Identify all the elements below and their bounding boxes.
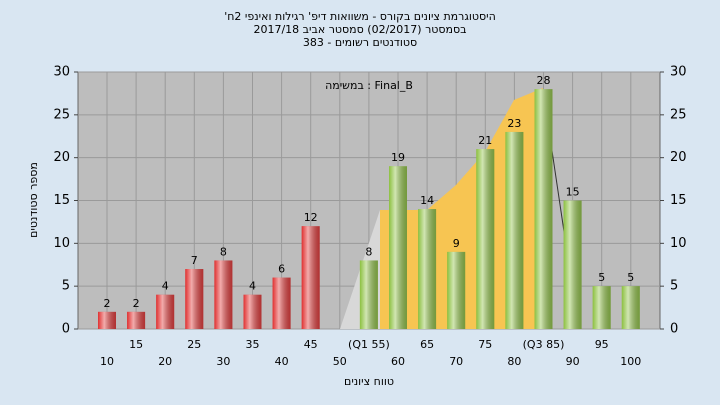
x-tick-label: 30 [216,355,230,368]
data-label: 2 [133,297,140,310]
chart-title: היסטוגרמת ציונים בקורס - משוואות דיפ' רג… [224,10,496,23]
bar-shade [214,260,233,329]
x-tick-label: 40 [275,355,289,368]
y2-tick-label: 30 [670,65,687,80]
y2-tick-label: 25 [670,107,687,122]
y-axis-label: מספר סטודנטים [27,162,40,238]
bar-shade [418,209,437,329]
y2-tick-label: 5 [670,279,678,294]
data-label: 5 [598,271,605,284]
x-tick-label: 25 [187,338,201,351]
bar-shade [534,89,553,329]
x-tick-label: 20 [158,355,172,368]
x-tick-label: (Q3 85) [523,338,565,351]
data-label: 8 [220,245,227,258]
data-label: 2 [104,297,111,310]
data-label: 28 [537,74,551,87]
x-tick-label: 50 [333,355,347,368]
x-tick-label: 10 [100,355,114,368]
x-tick-label: 75 [478,338,492,351]
data-label: 12 [304,211,318,224]
bar-shade [505,131,524,329]
chart-subtitle: בסמסטר (02/2017) סמסטר אביב 2017/18 [253,23,466,36]
y-tick-label: 25 [53,107,70,122]
x-tick-label: 100 [620,355,641,368]
bar-shade [127,311,146,329]
bar-shade [272,277,291,329]
data-label: 15 [566,186,580,199]
y2-tick-label: 10 [670,236,687,251]
x-tick-label: 45 [304,338,318,351]
bar-shade [592,286,611,329]
annotation: Final_B : במשימה [325,79,413,92]
y-tick-label: 5 [62,279,70,294]
bar-shade [301,226,320,329]
data-label: 19 [391,151,405,164]
x-tick-label: 95 [595,338,609,351]
data-label: 9 [453,237,460,250]
y2-tick-label: 15 [670,193,687,208]
y-tick-label: 20 [53,150,70,165]
y-tick-label: 30 [53,65,70,80]
bar-shade [98,311,116,329]
chart-subtitle: סטודנטים רשומים - 383 [303,36,417,49]
y2-tick-label: 0 [670,322,678,337]
data-label: 4 [162,280,169,293]
x-tick-label: 60 [391,355,405,368]
data-label: 14 [420,194,434,207]
x-tick-label: 65 [420,338,434,351]
data-label: 8 [365,245,372,258]
bar-shade [476,149,495,329]
bar-shade [621,286,640,329]
y-tick-label: 10 [53,236,70,251]
x-axis-label: טווח ציונים [344,375,394,388]
bar-shade [389,166,407,329]
y2-tick-label: 20 [670,150,687,165]
data-label: 5 [627,271,634,284]
y-tick-label: 15 [53,193,70,208]
x-tick-label: 70 [449,355,463,368]
data-label: 23 [507,117,521,130]
x-tick-label: 90 [566,355,580,368]
bar-shade [185,269,204,329]
data-label: 21 [478,134,492,147]
bar-shade [447,251,466,329]
bar-shade [563,200,582,329]
bar-shade [243,294,262,329]
x-tick-label: 80 [507,355,521,368]
data-label: 6 [278,263,285,276]
bar-shade [359,260,378,329]
x-tick-label: 35 [246,338,260,351]
x-tick-label: (Q1 55) [348,338,390,351]
y-tick-label: 0 [62,322,70,337]
bar-shade [156,294,175,329]
x-tick-label: 15 [129,338,143,351]
data-label: 7 [191,254,198,267]
data-label: 4 [249,280,256,293]
